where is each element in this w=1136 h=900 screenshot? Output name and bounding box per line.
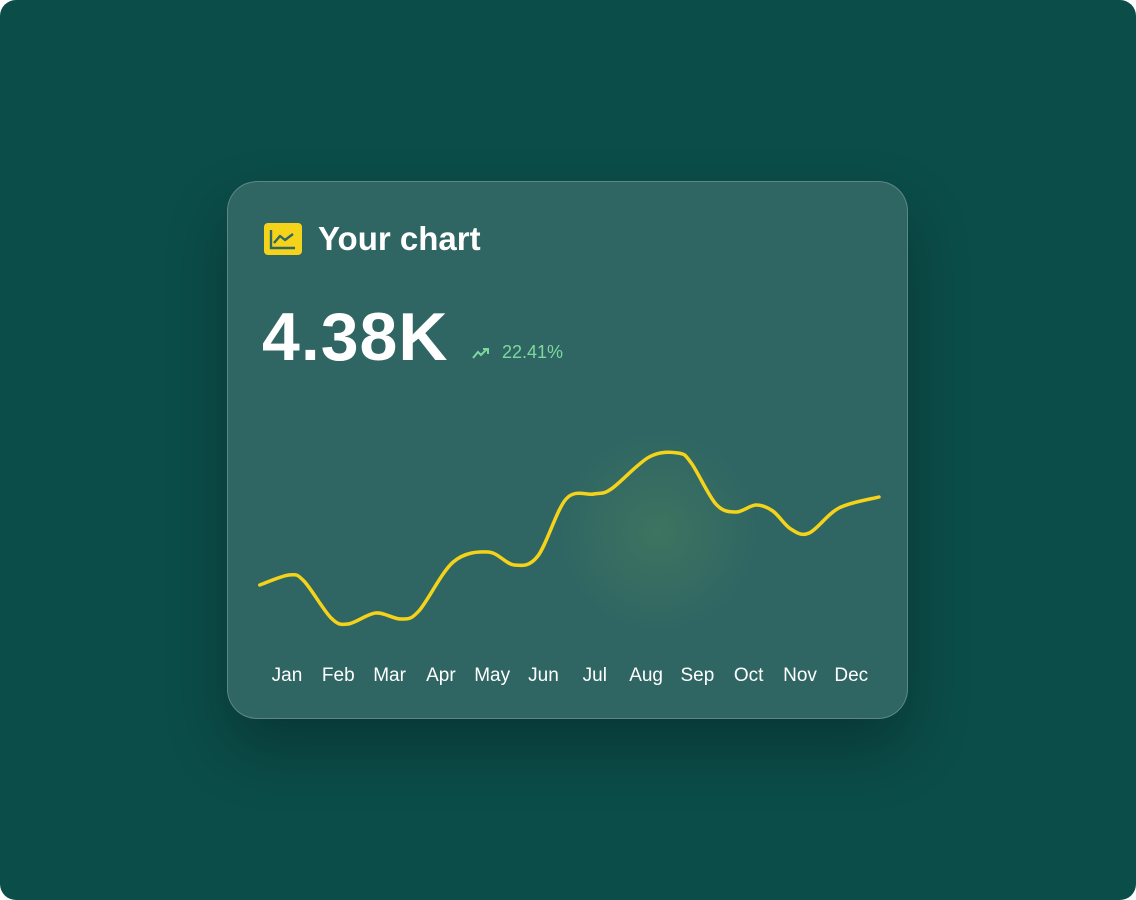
card-header: Your chart (264, 220, 481, 258)
x-tick-label: Jul (583, 665, 607, 686)
change-percent: 22.41% (502, 342, 564, 362)
chart-card: Your chart 4.38K 22.41% Jan Feb Mar Apr May J… (227, 181, 908, 719)
x-tick-label: Oct (734, 665, 764, 686)
x-tick-label: Mar (373, 665, 406, 686)
x-tick-label: Feb (322, 665, 355, 686)
x-tick-label: May (474, 665, 510, 686)
x-tick-label: Apr (426, 665, 456, 686)
card-title: Your chart (318, 220, 481, 257)
x-tick-label: Dec (834, 665, 868, 686)
line-chart-icon (264, 223, 302, 255)
x-tick-label: Sep (680, 665, 714, 686)
chart-glow (558, 432, 758, 632)
line-chart: Jan Feb Mar Apr May Jun Jul Aug Sep Oct Nov Dec (258, 450, 881, 686)
x-tick-label: Jun (528, 665, 559, 686)
x-tick-label: Nov (783, 665, 817, 686)
metric-change: 22.41% (472, 342, 563, 363)
trending-up-icon (472, 347, 489, 359)
x-tick-label: Jan (272, 665, 303, 686)
metric-value: 4.38K (262, 299, 449, 375)
series-line (258, 450, 881, 627)
x-tick-label: Aug (629, 665, 663, 686)
